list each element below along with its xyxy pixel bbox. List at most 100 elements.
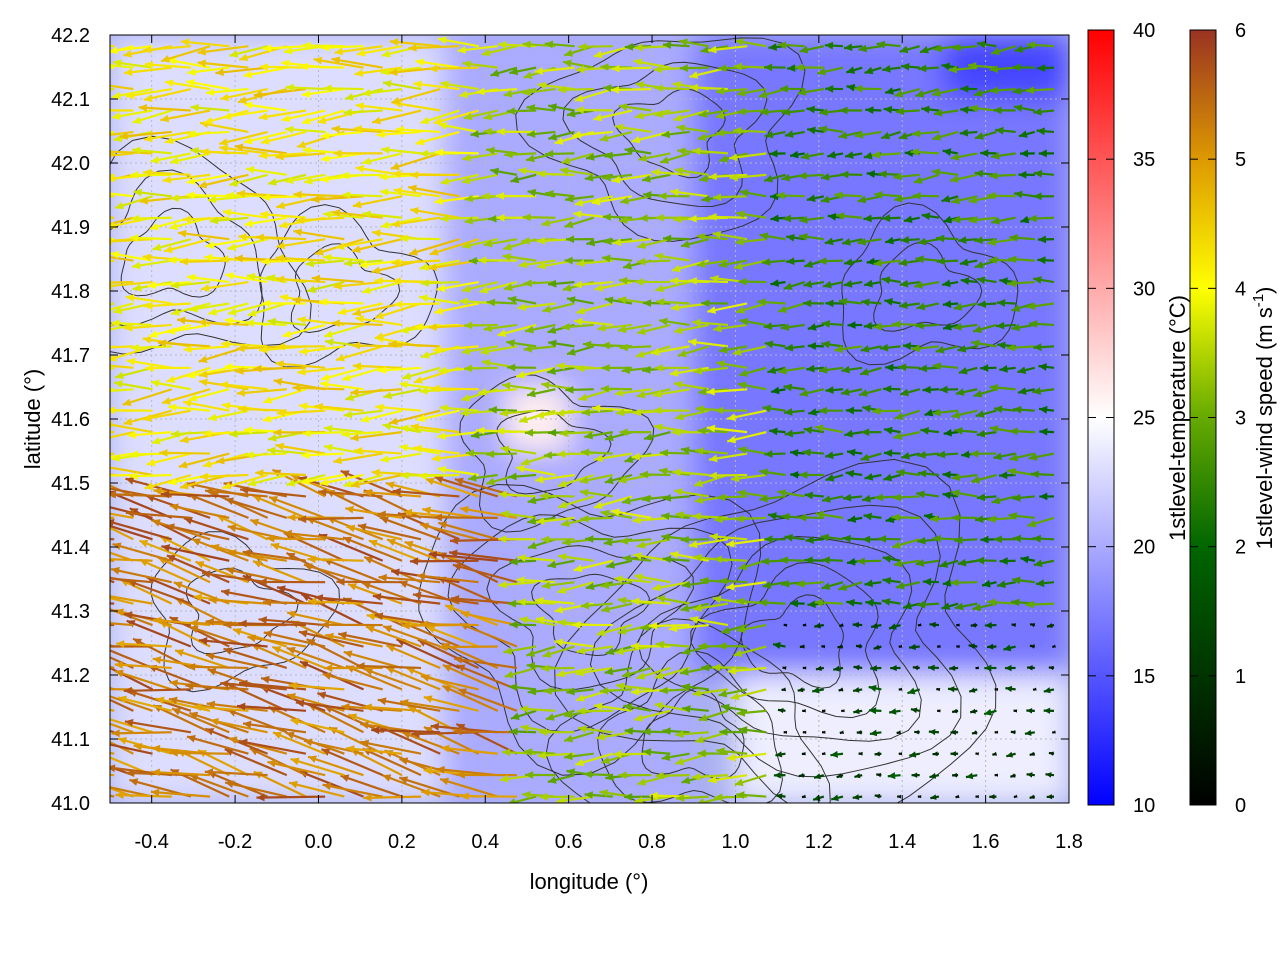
wind-arrow-head xyxy=(635,81,645,89)
wind-arrow-head xyxy=(624,792,633,801)
wind-arrow-head xyxy=(950,153,960,161)
wind-arrow-head xyxy=(368,539,378,548)
wind-arrow-head xyxy=(76,306,85,314)
wind-arrow-head xyxy=(371,266,381,275)
wind-arrow-head xyxy=(1033,276,1042,284)
wind-arrow-head xyxy=(382,80,392,88)
wind-arrow-head xyxy=(92,642,101,649)
wind-arrow-head xyxy=(960,277,970,285)
wind-arrow-head xyxy=(863,214,872,223)
wind-arrow-head xyxy=(863,512,873,521)
wind-arrow-head xyxy=(973,325,982,334)
wind-arrow-head xyxy=(817,67,826,76)
wind-arrow-head xyxy=(1046,794,1053,800)
wind-arrow xyxy=(331,210,383,219)
wind-arrow-head xyxy=(99,715,108,722)
wind-arrow-head xyxy=(456,770,466,779)
wind-arrow-head xyxy=(951,473,961,482)
wind-arrow-head xyxy=(437,465,447,474)
wind-arrow-head xyxy=(784,130,794,138)
wind-arrow xyxy=(179,259,230,263)
wind-arrow-head xyxy=(617,596,627,605)
contour-line xyxy=(589,504,962,778)
wind-arrow-head xyxy=(635,278,644,286)
wind-arrow-head xyxy=(498,40,507,49)
wind-arrow-head xyxy=(636,390,646,399)
wind-arrow-head xyxy=(814,598,823,607)
wind-arrow-head xyxy=(737,107,746,116)
wind-arrow xyxy=(442,684,499,712)
wind-arrow-head xyxy=(350,433,359,442)
wind-arrow-head xyxy=(110,420,113,429)
wind-arrow-head xyxy=(428,550,438,559)
wind-arrow-head xyxy=(255,233,264,242)
wind-arrow-head xyxy=(864,279,873,288)
wind-arrow xyxy=(183,517,249,541)
wind-arrow-head xyxy=(624,42,633,51)
wind-arrow-head xyxy=(338,631,347,640)
wind-arrow-head xyxy=(621,366,631,375)
wind-arrow-head xyxy=(660,156,670,164)
wind-arrow xyxy=(314,404,364,412)
wind-arrow-head xyxy=(972,603,982,612)
y-tick-label: 41.9 xyxy=(51,217,90,239)
wind-arrow-head xyxy=(227,524,237,532)
wind-arrow-head xyxy=(579,476,589,484)
wind-arrow-head xyxy=(842,238,851,246)
wind-arrow-head xyxy=(1017,366,1027,374)
wind-arrow-head xyxy=(558,479,567,488)
wind-arrow-head xyxy=(847,321,856,329)
wind-arrow-head xyxy=(315,247,324,256)
wind-arrow-head xyxy=(266,274,276,282)
wind-arrow xyxy=(303,563,364,584)
contour-line xyxy=(447,514,733,733)
wind-arrow-head xyxy=(719,345,728,354)
wind-arrow-head xyxy=(1012,534,1022,543)
wind-arrow-head xyxy=(575,668,585,677)
wind-arrow xyxy=(275,444,326,455)
wind-arrow-head xyxy=(385,481,395,489)
wind-arrow-head xyxy=(624,146,634,155)
wind-arrow-head xyxy=(868,684,877,692)
wind-arrow-head xyxy=(807,126,816,135)
wind-arrow-head xyxy=(726,753,736,762)
wind-arrow xyxy=(187,665,249,670)
wind-arrow-head xyxy=(354,69,364,77)
wind-arrow xyxy=(110,388,115,391)
wind-arrow-head xyxy=(151,744,161,753)
wind-arrow-head xyxy=(324,664,333,672)
wind-arrow-head xyxy=(624,455,634,463)
wind-arrow-head xyxy=(584,791,593,799)
wind-arrow xyxy=(197,45,249,54)
wind-arrow-head xyxy=(363,793,372,802)
wind-arrow-head xyxy=(844,429,853,438)
wind-arrow-head xyxy=(481,48,491,57)
wind-arrow-head xyxy=(708,45,717,54)
wind-arrow-head xyxy=(572,131,581,139)
wind-arrow-head xyxy=(537,751,546,760)
wind-arrow-head xyxy=(306,285,316,294)
wind-arrow-head xyxy=(123,50,133,58)
wind-arrow-head xyxy=(400,326,409,334)
wind-arrow-head xyxy=(659,686,668,695)
wind-arrow-head xyxy=(392,487,401,496)
wind-arrow-head xyxy=(712,663,721,672)
wind-arrow-head xyxy=(465,449,474,458)
wind-arrow-head xyxy=(419,294,428,303)
wind-arrow-head xyxy=(185,682,194,690)
wind-arrow-head xyxy=(739,369,748,377)
wind-arrow-head xyxy=(157,339,167,348)
wind-arrow-head xyxy=(236,189,246,198)
wind-arrow-head xyxy=(208,308,218,316)
wind-arrow-head xyxy=(655,284,665,293)
wind-arrow-head xyxy=(912,665,919,671)
wind-arrow-head xyxy=(53,653,62,661)
wind-arrow-head xyxy=(737,489,746,498)
wind-arrow-head xyxy=(757,298,766,307)
wind-arrow xyxy=(391,259,441,265)
wind-arrow xyxy=(186,735,249,755)
wind-arrow xyxy=(419,523,479,541)
wind-arrow-head xyxy=(838,131,848,140)
wind-arrow-head xyxy=(967,62,977,70)
wind-arrow-head xyxy=(290,717,300,726)
